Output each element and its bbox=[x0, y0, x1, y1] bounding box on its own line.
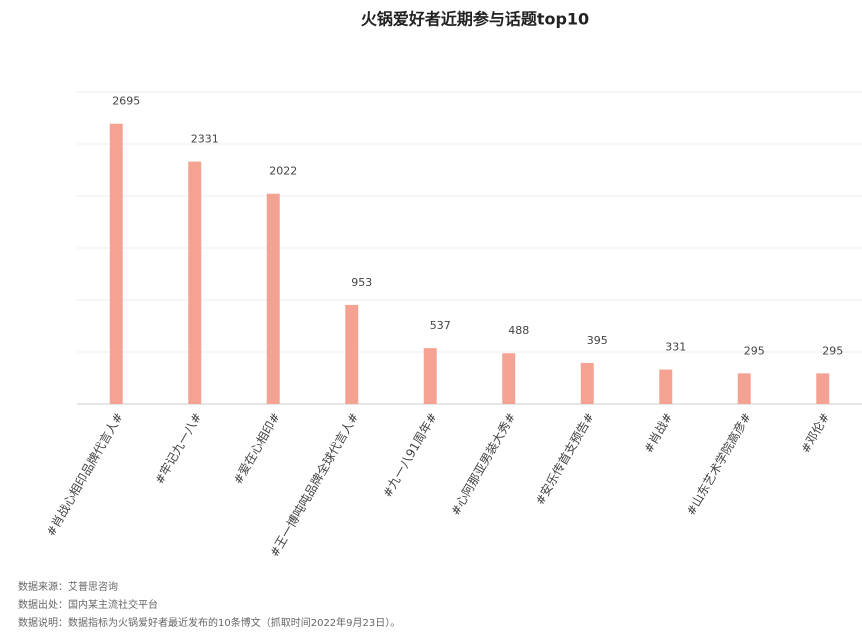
bar bbox=[266, 193, 280, 404]
value-label: 395 bbox=[587, 334, 608, 347]
bar bbox=[659, 369, 673, 404]
x-tick-label: #爱在心相印# bbox=[231, 410, 283, 486]
bar bbox=[109, 123, 123, 404]
bar bbox=[345, 304, 359, 404]
x-tick-label: #肖战心相印品牌代言人# bbox=[44, 410, 126, 538]
x-tick-label: #心阿那亚男装大秀# bbox=[448, 410, 518, 518]
value-label: 2022 bbox=[269, 165, 297, 178]
x-tick-label: #山东艺术学院高彦# bbox=[683, 410, 754, 518]
x-tick-label: #王一博吨吨品牌全球代言人# bbox=[266, 410, 361, 560]
bar bbox=[188, 161, 202, 404]
x-tick-label: #安乐传首支预告# bbox=[532, 410, 597, 508]
chart-title: 火锅爱好者近期参与话题top10 bbox=[361, 10, 589, 29]
value-label: 488 bbox=[508, 324, 529, 337]
x-tick-label: #邓伦# bbox=[797, 410, 832, 456]
bar bbox=[580, 362, 594, 404]
note: 数据来源：艾普思咨询 bbox=[18, 580, 118, 593]
x-tick-label: #牢记九一八# bbox=[151, 410, 204, 487]
value-label: 295 bbox=[744, 344, 765, 357]
bar bbox=[502, 353, 516, 404]
bar bbox=[816, 373, 830, 404]
value-label: 295 bbox=[822, 344, 843, 357]
note: 数据出处：国内某主流社交平台 bbox=[18, 598, 158, 611]
value-label: 2331 bbox=[191, 133, 219, 146]
value-label: 537 bbox=[430, 319, 451, 332]
x-tick-label: #肖战# bbox=[641, 410, 675, 455]
value-label: 2695 bbox=[112, 95, 140, 108]
bar bbox=[423, 348, 437, 404]
bar bbox=[737, 373, 751, 404]
value-label: 953 bbox=[351, 276, 372, 289]
value-label: 331 bbox=[665, 341, 686, 354]
x-tick-label: #九一八91周年# bbox=[380, 410, 440, 500]
note: 数据说明：数据指标为火锅爱好者最近发布的10条博文（抓取时间2022年9月23日… bbox=[18, 616, 400, 629]
